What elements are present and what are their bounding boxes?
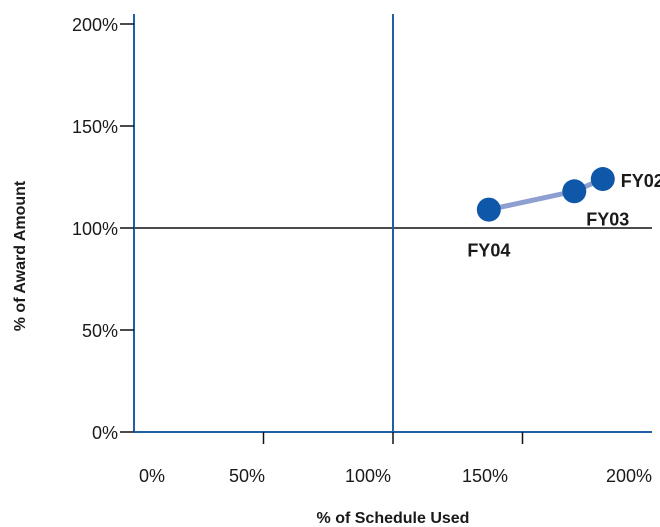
y-tick-label: 50% (82, 321, 118, 341)
axes: 0% 50% 100% 150% 200% 0% 50% 100% 150% 200% (72, 14, 652, 486)
data-point-fy04 (476, 197, 501, 222)
y-tick-label: 200% (72, 15, 118, 35)
marks (476, 167, 615, 222)
data-point-label: FY02 (621, 171, 660, 191)
data-point-label: FY04 (467, 241, 510, 261)
x-tick-label: 0% (139, 466, 165, 486)
x-tick-label: 50% (229, 466, 265, 486)
data-point-label: FY03 (586, 209, 629, 229)
y-tick-label: 0% (92, 423, 118, 443)
x-axis-title: % of Schedule Used (317, 510, 470, 527)
x-tick-label: 100% (345, 466, 391, 486)
labels: % of Schedule Used % of Award Amount FY02 F… (12, 171, 660, 527)
data-point-fy03 (562, 179, 587, 204)
y-tick-label: 150% (72, 117, 118, 137)
x-tick-label: 200% (606, 466, 652, 486)
data-point-fy02 (590, 167, 615, 192)
x-tick-label: 150% (462, 466, 508, 486)
y-tick-label: 100% (72, 219, 118, 239)
y-axis-title: % of Award Amount (12, 180, 29, 331)
